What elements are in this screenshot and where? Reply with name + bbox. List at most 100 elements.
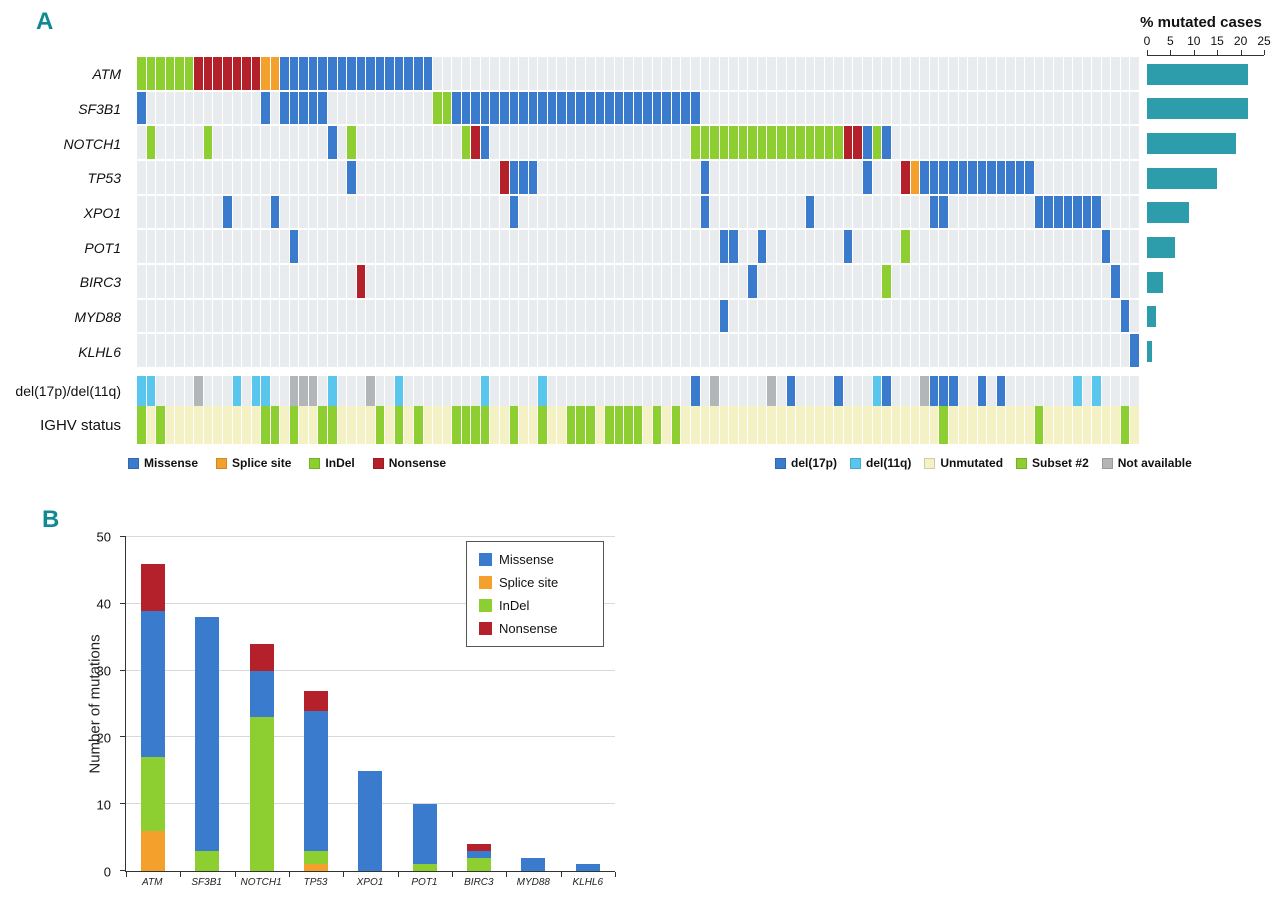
matrix-cell — [576, 265, 586, 300]
matrix-cell — [748, 265, 758, 300]
matrix-cell — [671, 91, 682, 127]
matrix-cell — [308, 57, 319, 92]
matrix-cell — [1006, 195, 1016, 231]
matrix-cell — [1054, 334, 1064, 369]
matrix-cell — [232, 126, 243, 161]
matrix-cell — [557, 230, 567, 265]
ighv-annotation-label: IGHV status — [40, 416, 121, 434]
matrix-cell — [461, 195, 472, 231]
matrix-cell — [796, 265, 806, 300]
matrix-cell — [1120, 91, 1131, 127]
matrix-cell — [987, 265, 997, 300]
annotation-cell — [452, 406, 462, 444]
annotation-cell — [614, 376, 625, 406]
matrix-cell — [146, 334, 157, 369]
matrix-cell — [137, 91, 147, 127]
legend-item-indel: InDel — [309, 456, 355, 470]
matrix-cell — [757, 334, 768, 369]
chart-legend-item-splice: Splice site — [479, 575, 591, 590]
matrix-cell — [213, 230, 223, 265]
matrix-cell — [318, 334, 329, 369]
annotation-cell — [843, 406, 854, 444]
matrix-cell — [289, 265, 300, 300]
matrix-cell — [557, 299, 567, 335]
matrix-cell — [891, 230, 902, 265]
percent-bar — [1147, 341, 1152, 363]
matrix-cell — [423, 299, 434, 335]
axis-tick-mark — [1193, 50, 1195, 55]
matrix-cell — [289, 299, 300, 335]
matrix-cell — [251, 299, 262, 335]
matrix-cell — [375, 161, 386, 196]
matrix-cell — [939, 265, 949, 300]
matrix-cell — [987, 334, 997, 369]
matrix-cell — [538, 334, 548, 369]
matrix-cell — [939, 299, 949, 335]
annotation-cell — [471, 376, 481, 406]
matrix-cell — [585, 230, 596, 265]
matrix-cell — [815, 126, 825, 161]
matrix-cell — [1111, 265, 1121, 300]
matrix-cell — [920, 299, 930, 335]
matrix-cell — [882, 91, 892, 127]
matrix-cell — [691, 334, 701, 369]
matrix-cell — [1025, 195, 1035, 231]
stacked-bar-myd88 — [521, 537, 546, 871]
matrix-cell — [232, 299, 243, 335]
matrix-cell — [404, 230, 415, 265]
matrix-cell — [843, 161, 854, 196]
matrix-cell — [777, 299, 787, 335]
x-axis-label: ATM — [142, 877, 163, 888]
matrix-cell — [146, 230, 157, 265]
matrix-cell — [786, 265, 797, 300]
matrix-cell — [433, 334, 443, 369]
percent-bar-row — [1147, 230, 1264, 265]
legend-item-del11q: del(11q) — [850, 456, 911, 470]
matrix-cell — [194, 195, 204, 231]
matrix-cell — [1082, 126, 1093, 161]
matrix-cell — [853, 91, 863, 127]
matrix-cell — [414, 195, 424, 231]
matrix-cell — [261, 91, 271, 127]
matrix-cell — [299, 91, 309, 127]
matrix-cell — [805, 265, 816, 300]
annotation-cell — [184, 406, 195, 444]
bar-segment-missense — [575, 864, 600, 871]
matrix-cell — [156, 230, 166, 265]
matrix-cell — [652, 230, 663, 265]
matrix-cell — [242, 195, 252, 231]
matrix-cell — [519, 334, 529, 369]
annotation-cell — [1044, 376, 1055, 406]
matrix-cell — [1063, 161, 1074, 196]
annotation-cell — [576, 406, 586, 444]
matrix-cell — [528, 126, 539, 161]
matrix-cell — [614, 57, 625, 92]
matrix-cell — [882, 299, 892, 335]
matrix-cell — [184, 334, 195, 369]
matrix-cell — [700, 230, 711, 265]
matrix-cell — [719, 91, 730, 127]
axis-tick-mark — [1240, 50, 1242, 55]
matrix-cell — [519, 161, 529, 196]
annotation-cell — [1092, 376, 1102, 406]
legend-label: Nonsense — [388, 456, 447, 470]
matrix-cell — [213, 334, 223, 369]
matrix-cell — [423, 195, 434, 231]
matrix-cell — [996, 91, 1007, 127]
annotation-cell — [289, 376, 300, 406]
matrix-cell — [566, 299, 577, 335]
matrix-cell — [987, 91, 997, 127]
matrix-cell — [1082, 91, 1093, 127]
matrix-cell — [566, 334, 577, 369]
annotation-cell — [671, 376, 682, 406]
matrix-cell — [519, 299, 529, 335]
matrix-cell — [1044, 91, 1055, 127]
matrix-cell — [767, 57, 777, 92]
matrix-cell — [471, 299, 481, 335]
matrix-cell — [194, 230, 204, 265]
matrix-cell — [165, 91, 176, 127]
bar-segment-nonsense — [304, 690, 329, 711]
annotation-cell — [901, 376, 911, 406]
matrix-cell — [375, 265, 386, 300]
matrix-cell — [748, 91, 758, 127]
